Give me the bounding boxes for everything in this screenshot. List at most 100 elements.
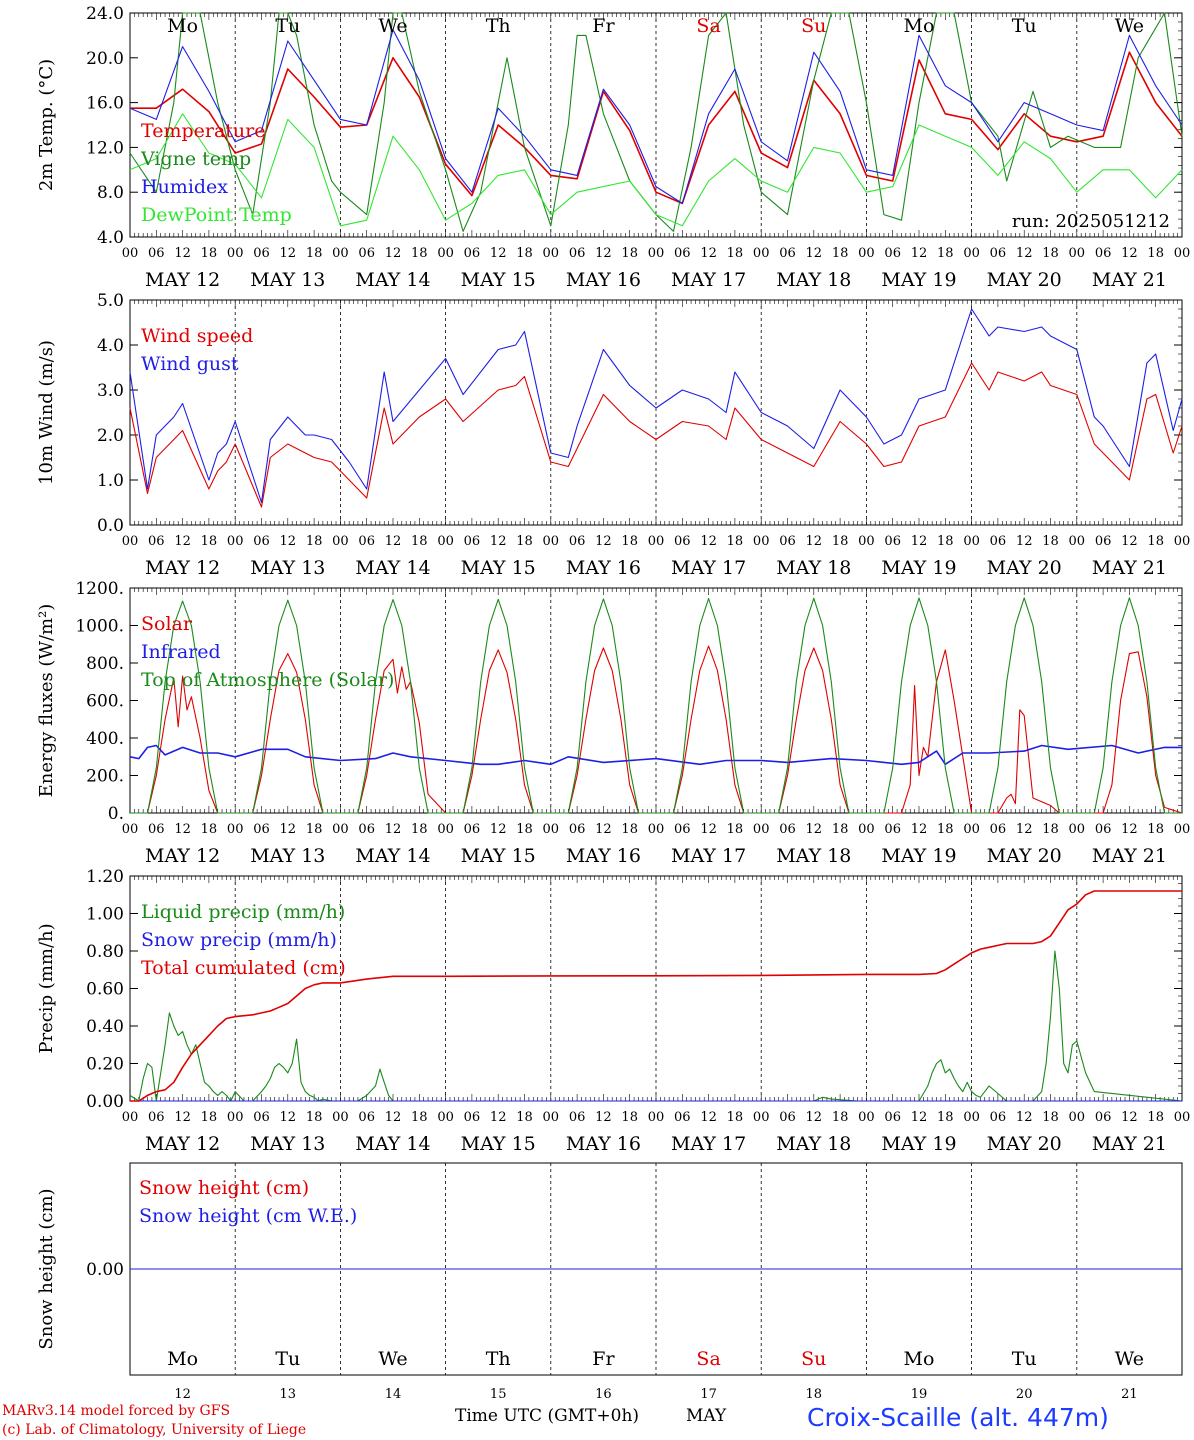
x-hour-label: 06 bbox=[990, 1110, 1007, 1125]
legend-entry: Wind speed bbox=[141, 325, 253, 347]
y-tick-label: 0.60 bbox=[86, 980, 124, 1000]
x-hour-label: 18 bbox=[201, 534, 218, 549]
series-line-total-cumulated-cm- bbox=[130, 890, 1182, 1102]
x-date-label: MAY 14 bbox=[355, 845, 430, 867]
x-hour-label: 06 bbox=[674, 534, 691, 549]
x-hour-label: 12 bbox=[174, 1110, 191, 1125]
y-tick-label: 5.0 bbox=[97, 291, 124, 311]
x-hour-label: 00 bbox=[122, 822, 139, 837]
x-hour-label: 06 bbox=[884, 246, 901, 261]
x-hour-label: 12 bbox=[385, 246, 402, 261]
day-number-label: 19 bbox=[911, 1387, 928, 1402]
x-hour-label: 06 bbox=[253, 534, 270, 549]
x-hour-label: 00 bbox=[227, 822, 244, 837]
x-hour-label: 06 bbox=[148, 246, 165, 261]
x-hour-label: 00 bbox=[332, 822, 349, 837]
x-date-label: MAY 20 bbox=[987, 269, 1062, 291]
panel-3: 0. 200. 400. 600. 800. 1000. 1200. Energy fluxe… bbox=[36, 579, 1190, 867]
weekday-label-bottom: Th bbox=[486, 1348, 511, 1370]
y-tick-label: 0.80 bbox=[86, 942, 124, 962]
y-axis-label: Snow height (cm) bbox=[36, 1188, 57, 1349]
day-number-label: 21 bbox=[1121, 1387, 1138, 1402]
month-label: MAY bbox=[686, 1406, 727, 1426]
x-hour-label: 12 bbox=[385, 1110, 402, 1125]
x-hour-label: 06 bbox=[779, 822, 796, 837]
weekday-label-bottom: Su bbox=[801, 1348, 826, 1370]
x-hour-label: 18 bbox=[201, 246, 218, 261]
x-hour-label: 06 bbox=[464, 534, 481, 549]
weekday-label-bottom: Tu bbox=[1012, 1348, 1037, 1370]
x-hour-label: 00 bbox=[1069, 822, 1086, 837]
y-tick-label: 16.0 bbox=[86, 94, 124, 114]
x-date-label: MAY 18 bbox=[776, 845, 851, 867]
x-hour-label: 12 bbox=[595, 822, 612, 837]
x-hour-label: 00 bbox=[648, 246, 665, 261]
x-hour-label: 12 bbox=[1121, 534, 1138, 549]
x-hour-label: 12 bbox=[280, 246, 297, 261]
x-hour-label: 06 bbox=[148, 534, 165, 549]
legend-entry: Humidex bbox=[141, 176, 228, 198]
x-hour-label: 12 bbox=[280, 1110, 297, 1125]
x-hour-label: 06 bbox=[674, 822, 691, 837]
x-hour-label: 06 bbox=[884, 1110, 901, 1125]
x-hour-label: 06 bbox=[569, 1110, 586, 1125]
x-hour-label: 18 bbox=[832, 246, 849, 261]
x-hour-label: 18 bbox=[411, 822, 428, 837]
x-date-label: MAY 13 bbox=[250, 845, 325, 867]
y-tick-label: 24.0 bbox=[86, 4, 124, 24]
x-hour-label: 18 bbox=[306, 822, 323, 837]
x-hour-label: 18 bbox=[1042, 534, 1059, 549]
y-tick-label: 4.0 bbox=[97, 228, 124, 248]
y-tick-label: 600. bbox=[86, 692, 124, 712]
weekday-label-bottom: Sa bbox=[696, 1348, 720, 1370]
x-hour-label: 06 bbox=[1095, 534, 1112, 549]
x-hour-label: 06 bbox=[148, 1110, 165, 1125]
x-hour-label: 18 bbox=[621, 1110, 638, 1125]
x-hour-label: 18 bbox=[1147, 1110, 1164, 1125]
legend-entry: Wind gust bbox=[141, 353, 239, 375]
y-tick-label: 3.0 bbox=[97, 381, 124, 401]
x-hour-label: 06 bbox=[1095, 246, 1112, 261]
x-hour-label: 12 bbox=[174, 534, 191, 549]
x-hour-label: 12 bbox=[1016, 1110, 1033, 1125]
series-line-dewpoint-temp bbox=[129, 113, 1183, 227]
weekday-label-bottom: Fr bbox=[592, 1348, 615, 1370]
x-hour-label: 06 bbox=[253, 246, 270, 261]
x-hour-label: 00 bbox=[227, 246, 244, 261]
x-date-label: MAY 16 bbox=[566, 845, 641, 867]
x-hour-label: 18 bbox=[1147, 534, 1164, 549]
x-hour-label: 12 bbox=[806, 822, 823, 837]
legend-entry: Total cumulated (cm) bbox=[141, 957, 346, 979]
y-tick-label: 0.40 bbox=[86, 1017, 124, 1037]
x-date-label: MAY 21 bbox=[1092, 1133, 1167, 1155]
x-date-label: MAY 20 bbox=[987, 1133, 1062, 1155]
y-tick-label: 4.0 bbox=[97, 336, 124, 356]
x-hour-label: 00 bbox=[332, 246, 349, 261]
legend-entry: Snow height (cm W.E.) bbox=[139, 1205, 357, 1227]
weekday-label-bottom: Mo bbox=[167, 1348, 198, 1370]
x-hour-label: 12 bbox=[1016, 246, 1033, 261]
x-hour-label: 00 bbox=[437, 822, 454, 837]
x-date-label: MAY 20 bbox=[987, 557, 1062, 579]
series-line-wind-gust bbox=[129, 308, 1183, 504]
x-hour-label: 18 bbox=[937, 1110, 954, 1125]
y-tick-label: 0.20 bbox=[86, 1055, 124, 1075]
day-number-label: 18 bbox=[806, 1387, 823, 1402]
x-hour-label: 18 bbox=[937, 822, 954, 837]
x-date-label: MAY 14 bbox=[355, 269, 430, 291]
x-hour-label: 12 bbox=[385, 534, 402, 549]
weekday-label-bottom: We bbox=[1115, 1348, 1144, 1370]
x-hour-label: 12 bbox=[490, 1110, 507, 1125]
x-hour-label: 00 bbox=[543, 246, 560, 261]
x-hour-label: 00 bbox=[963, 534, 980, 549]
x-hour-label: 06 bbox=[253, 822, 270, 837]
x-date-label: MAY 13 bbox=[250, 1133, 325, 1155]
series-line-liquid-precip-mm-h- bbox=[129, 950, 1183, 1102]
x-hour-label: 18 bbox=[1147, 246, 1164, 261]
x-date-label: MAY 16 bbox=[566, 269, 641, 291]
x-hour-label: 12 bbox=[911, 822, 928, 837]
x-date-label: MAY 15 bbox=[461, 269, 536, 291]
x-hour-label: 00 bbox=[332, 534, 349, 549]
y-axis-label: 10m Wind (m/s) bbox=[36, 340, 57, 485]
panel-1: 4.0 8.0 12.0 16.0 20.0 24.0 2m Temp. (°C) Tempe… bbox=[36, 4, 1190, 291]
